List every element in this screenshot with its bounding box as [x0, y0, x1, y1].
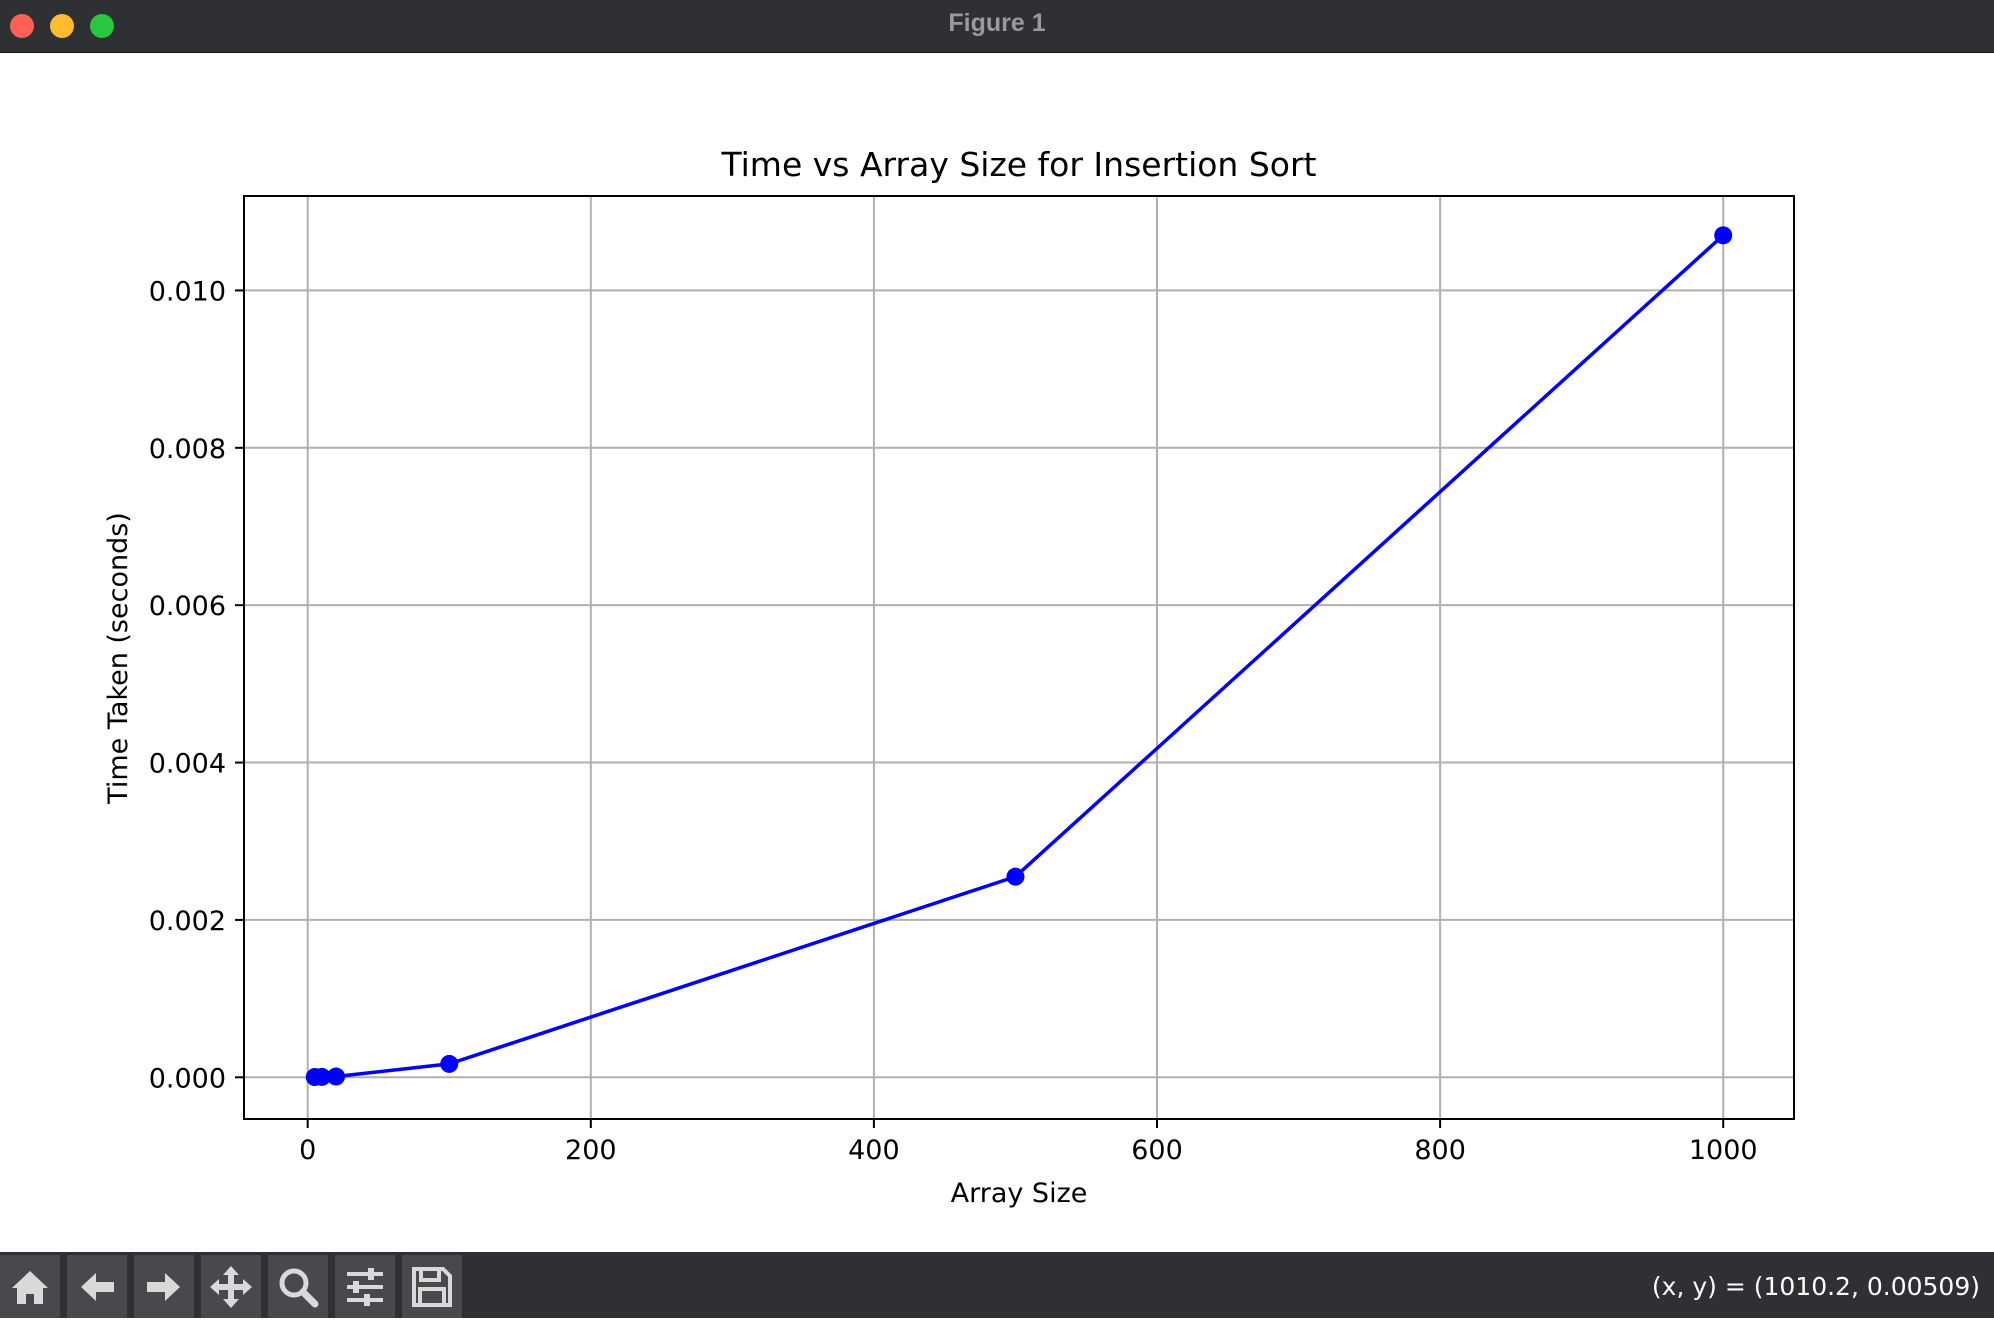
- x-tick-label: 400: [848, 1135, 900, 1166]
- home-button[interactable]: [0, 1255, 60, 1318]
- data-series: [305, 226, 1733, 1087]
- home-icon: [12, 1270, 48, 1304]
- y-tick-label: 0.008: [149, 434, 226, 465]
- figure-canvas[interactable]: 0 200 400 600 800 1000 0.0000.0020.0040.0060.…: [0, 53, 1994, 1252]
- plot-area-frame: [243, 195, 1795, 1120]
- close-window-button[interactable]: [10, 14, 34, 38]
- zoom-magnifier-icon: [279, 1268, 319, 1307]
- data-point: [1714, 226, 1733, 245]
- x-tick-label: 800: [1414, 1135, 1466, 1166]
- y-tick-label: 0.004: [149, 749, 226, 780]
- maximize-window-button[interactable]: [90, 14, 114, 38]
- grid-lines: [244, 196, 1794, 1119]
- window-title: Figure 1: [948, 9, 1046, 37]
- save-floppy-icon: [412, 1266, 452, 1307]
- window-titlebar: Figure 1: [0, 0, 1994, 53]
- x-tick-label: 1000: [1689, 1135, 1758, 1166]
- forward-arrow-icon: [147, 1272, 180, 1301]
- save-button[interactable]: [402, 1255, 462, 1318]
- back-arrow-icon: [81, 1272, 114, 1301]
- back-button[interactable]: [67, 1255, 127, 1318]
- y-axis-label: Time Taken (seconds): [103, 512, 134, 805]
- configure-subplots-button[interactable]: [335, 1255, 395, 1318]
- pan-button[interactable]: [201, 1255, 261, 1318]
- minimize-window-button[interactable]: [50, 14, 74, 38]
- navigation-toolbar: (x, y) = (1010.2, 0.00509): [0, 1252, 1994, 1318]
- y-tick-label: 0.002: [149, 906, 226, 937]
- data-point: [327, 1067, 346, 1086]
- configure-subplots-icon: [347, 1267, 383, 1306]
- x-axis-ticks: 0 200 400 600 800 1000: [299, 1119, 1758, 1166]
- forward-button[interactable]: [134, 1255, 194, 1318]
- x-tick-label: 200: [565, 1135, 617, 1166]
- data-point: [312, 1067, 331, 1086]
- data-point: [1006, 867, 1025, 886]
- pan-move-icon: [210, 1265, 252, 1308]
- x-axis-label: Array Size: [951, 1178, 1088, 1209]
- y-axis-ticks: 0.000 0.002 0.004 0.006 0.008 0.010: [149, 276, 244, 1094]
- x-tick-label: 600: [1131, 1135, 1183, 1166]
- y-tick-label: 0.006: [149, 591, 226, 622]
- y-tick-label: 0.010: [149, 276, 226, 307]
- data-point: [440, 1054, 459, 1073]
- chart-title: Time vs Array Size for Insertion Sort: [721, 145, 1317, 184]
- series-line: [314, 234, 1725, 1079]
- zoom-button[interactable]: [268, 1255, 328, 1318]
- cursor-coordinates: (x, y) = (1010.2, 0.00509): [1651, 1272, 1980, 1301]
- x-tick-label: 0: [299, 1135, 316, 1166]
- y-tick-label: 0.000: [149, 1063, 226, 1094]
